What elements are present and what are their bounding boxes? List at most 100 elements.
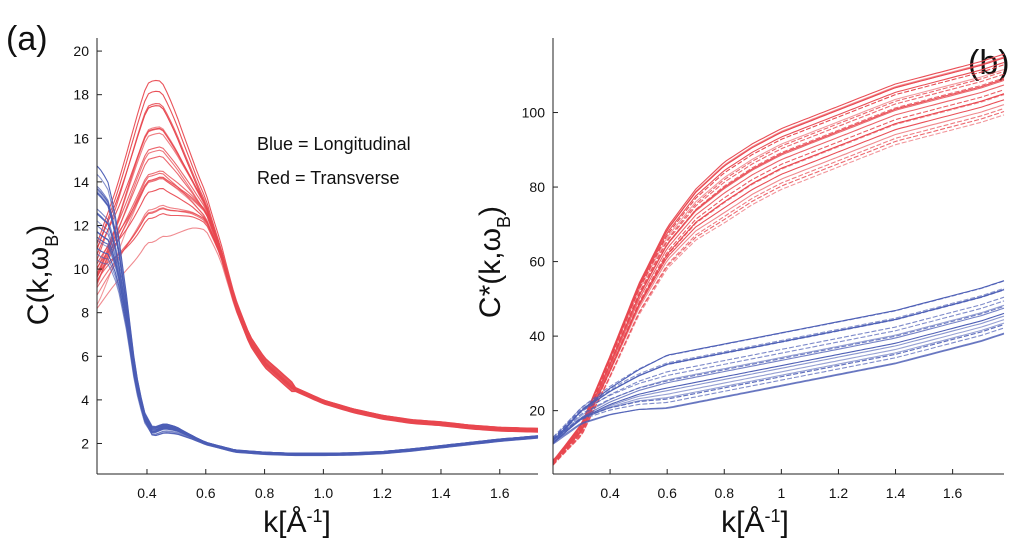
panel-a-longitudinal-curve — [96, 193, 539, 455]
panel-a-y-tick-label: 2 — [81, 435, 89, 451]
panel-a-transverse-curve — [96, 204, 539, 431]
panel-b-y-tick-label: 100 — [522, 105, 546, 121]
panel-b-x-tick-label: 1.4 — [886, 485, 906, 501]
panel-a-longitudinal-curve — [96, 239, 539, 456]
panel-a-longitudinal-curve — [96, 231, 539, 455]
panel-a-x-tick-label: 1.2 — [372, 485, 392, 501]
panel-a-x-tick-label: 0.4 — [137, 485, 157, 501]
panel-b-x-tick-label: 0.8 — [715, 485, 735, 501]
panel-b-transverse-curve — [552, 77, 1005, 465]
panel-b-x-tick-label: 0.4 — [600, 485, 620, 501]
panel-a-transverse-curve — [96, 149, 539, 432]
panel-b-curves — [552, 53, 1005, 466]
panel-b-y-tick-label: 40 — [529, 328, 545, 344]
panel-b-longitudinal-curve — [552, 322, 1005, 441]
panel-b-transverse-curve — [552, 61, 1005, 462]
legend-red-annotation: Red = Transverse — [257, 168, 400, 188]
panel-a-y-tick-label: 16 — [73, 130, 89, 146]
panel-a-transverse-curve — [96, 176, 539, 429]
panel-a-longitudinal-curve — [96, 213, 539, 455]
panel-a-longitudinal-curve — [96, 173, 539, 454]
panel-b-transverse-curve — [552, 94, 1005, 466]
panel-a-longitudinal-curve — [96, 212, 539, 457]
panel-b-transverse-curve — [552, 70, 1005, 465]
panel-b-x-axis-title: k[Å-1] — [721, 506, 789, 539]
panel-b-transverse-curve — [552, 104, 1005, 461]
panel-b-transverse-curve — [552, 110, 1005, 464]
panel-a-x-axis-title: k[Å-1] — [263, 506, 331, 539]
panel-a-transverse-curve — [96, 155, 539, 432]
panel-a-longitudinal-curve — [96, 188, 539, 454]
panel-b-longitudinal-curve — [552, 304, 1005, 443]
panel-a-longitudinal-curve — [96, 189, 539, 456]
panel-a-transverse-curve — [96, 90, 539, 431]
panel-a-y-tick-label: 10 — [73, 261, 89, 277]
panel-a-y-tick-label: 6 — [81, 348, 89, 364]
panel-a-y-tick-label: 14 — [73, 174, 89, 190]
panel-a-x-tick-label: 1.6 — [490, 485, 510, 501]
panel-a-longitudinal-curve — [96, 208, 539, 455]
panel-b-transverse-curve — [552, 56, 1005, 463]
panel-b-transverse-curve — [552, 64, 1005, 464]
panel-b-longitudinal-curve — [552, 307, 1005, 445]
panel-b-longitudinal-curve — [552, 300, 1005, 438]
panel-a-y-tick-label: 4 — [81, 392, 89, 408]
panel-b-transverse-curve — [552, 93, 1005, 464]
panel-b-x-tick-label: 1.2 — [829, 485, 849, 501]
panel-a-y-tick-label: 8 — [81, 305, 89, 321]
panel-b-y-tick-label: 20 — [529, 403, 545, 419]
panel-a-label: (a) — [6, 20, 48, 58]
panel-a-transverse-curve — [96, 146, 539, 431]
panel-a-longitudinal-curve — [96, 191, 539, 455]
panel-a-y-axis-title: C(k,ωB) — [22, 225, 62, 325]
panel-b-longitudinal-curve — [552, 312, 1005, 444]
panel-b-y-axis-title: C*(k,ωB) — [474, 206, 514, 318]
panel-a-longitudinal-curve — [96, 236, 539, 454]
panel-a-longitudinal-curve — [96, 185, 539, 457]
panel-b-longitudinal-curve — [552, 315, 1005, 444]
panel-a-transverse-curve — [96, 103, 539, 432]
panel-b-axes: 0.4 0.6 0.8 1 1.2 1.4 1.6 20 40 60 80 100 — [522, 38, 1004, 501]
panel-a-longitudinal-curve — [96, 231, 539, 455]
panel-a-x-tick-label: 0.6 — [196, 485, 216, 501]
panel-b-longitudinal-curve — [552, 289, 1005, 442]
panel-a-x-tick-label: 1.0 — [314, 485, 334, 501]
panel-b-transverse-curve — [552, 93, 1005, 466]
panel-a-transverse-curve — [96, 188, 539, 432]
panel-b-longitudinal-curve — [552, 280, 1005, 444]
panel-a-curves — [96, 79, 539, 457]
panel-b-longitudinal-curve — [552, 287, 1005, 438]
panel-a-axes: 0.4 0.6 0.8 1.0 1.2 1.4 1.6 2 4 6 8 10 12 14 16 18 20 — [73, 38, 538, 501]
panel-a-transverse-curve — [96, 105, 539, 433]
panel-b-x-tick-label: 0.6 — [657, 485, 677, 501]
panel-a: (a) 0.4 0.6 0.8 1.0 1.2 1.4 1.6 2 4 6 8 10 12 14 16 18 2… — [6, 20, 539, 539]
panel-b-x-tick-label: 1 — [777, 485, 785, 501]
panel-b-longitudinal-curve — [552, 288, 1005, 442]
panel-a-x-tick-label: 1.4 — [431, 485, 451, 501]
panel-a-transverse-curve — [96, 79, 539, 429]
panel-a-y-tick-label: 20 — [73, 43, 89, 59]
panel-a-y-tick-label: 18 — [73, 87, 89, 103]
panel-b-longitudinal-curve — [552, 327, 1005, 441]
panel-a-transverse-curve — [96, 170, 539, 430]
panel-a-x-tick-label: 0.8 — [255, 485, 275, 501]
panel-b-y-tick-label: 80 — [529, 179, 545, 195]
panel-a-longitudinal-curve — [96, 225, 539, 455]
panel-b-x-tick-label: 1.6 — [943, 485, 963, 501]
panel-b-transverse-curve — [552, 68, 1005, 461]
panel-a-y-tick-label: 12 — [73, 217, 89, 233]
panel-a-transverse-curve — [96, 208, 539, 430]
panel-a-transverse-curve — [96, 132, 539, 430]
panel-b-longitudinal-curve — [552, 280, 1005, 440]
panel-b-transverse-curve — [552, 89, 1005, 465]
panel-b-longitudinal-curve — [552, 319, 1005, 443]
panel-b-transverse-curve — [552, 107, 1005, 466]
panel-a-transverse-curve — [96, 172, 539, 433]
panel-b-longitudinal-curve — [552, 289, 1005, 440]
panel-b-y-tick-label: 60 — [529, 254, 545, 270]
panel-b-longitudinal-curve — [552, 332, 1005, 445]
panel-b-longitudinal-curve — [552, 296, 1005, 441]
panel-b-transverse-curve — [552, 114, 1005, 465]
